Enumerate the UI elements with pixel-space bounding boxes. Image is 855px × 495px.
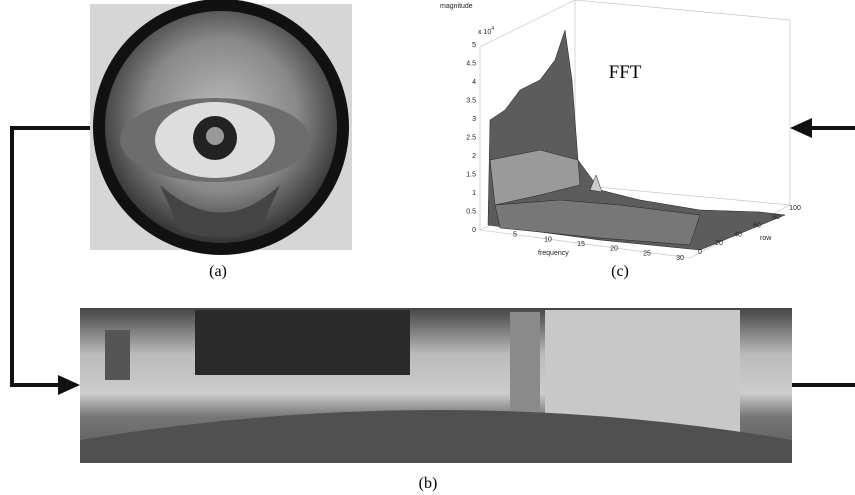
z-tick-label: 5: [472, 42, 476, 49]
annotation: FFT: [609, 62, 642, 83]
x-tick-label: 5: [513, 232, 517, 239]
z-tick-label: 2: [472, 153, 476, 160]
y-axis-label: row: [760, 235, 772, 242]
z-tick-label: 0.5: [466, 209, 476, 216]
x-tick-label: 20: [610, 246, 618, 253]
x-axis-label: frequency: [538, 250, 569, 257]
y-tick-label: 80: [772, 214, 780, 221]
z-scale-base: x 10: [478, 29, 491, 36]
x-tick-label: 15: [577, 241, 585, 248]
arrowhead: [790, 118, 812, 138]
y-tick-label: 100: [789, 205, 801, 212]
fisheye-image: [90, 0, 352, 255]
caption: (a): [209, 263, 227, 280]
y-tick-label: 0: [698, 249, 702, 256]
z-tick-label: 3.5: [466, 98, 476, 105]
z-scale-exponent: 4: [491, 26, 494, 32]
z-tick-label: 0: [472, 227, 476, 234]
z-tick-label: 3: [472, 116, 476, 123]
x-tick-label: 25: [643, 250, 651, 257]
z-tick-label: 1.5: [466, 172, 476, 179]
caption: (b): [419, 475, 438, 492]
panorama-image: [80, 308, 792, 463]
x-tick-label: 30: [676, 255, 684, 262]
y-tick-label: 60: [753, 223, 761, 230]
figure: (a) (b) 0 0.5 1 1.5 2 2.5 3 3.5 4 4.5 5 5 10 15 20 25 30…: [0, 0, 855, 495]
z-axis-label: magnitude: [440, 3, 473, 10]
z-tick-label: 1: [472, 190, 476, 197]
z-scale: x 104: [478, 26, 494, 36]
z-tick-label: 2.5: [466, 135, 476, 142]
y-tick-label: 40: [734, 231, 742, 238]
z-tick-label: 4: [472, 79, 476, 86]
arrowhead: [58, 375, 80, 395]
y-tick-label: 20: [715, 240, 723, 247]
x-tick-label: 10: [544, 236, 552, 243]
caption: (c): [611, 263, 629, 280]
z-tick-label: 4.5: [466, 61, 476, 68]
